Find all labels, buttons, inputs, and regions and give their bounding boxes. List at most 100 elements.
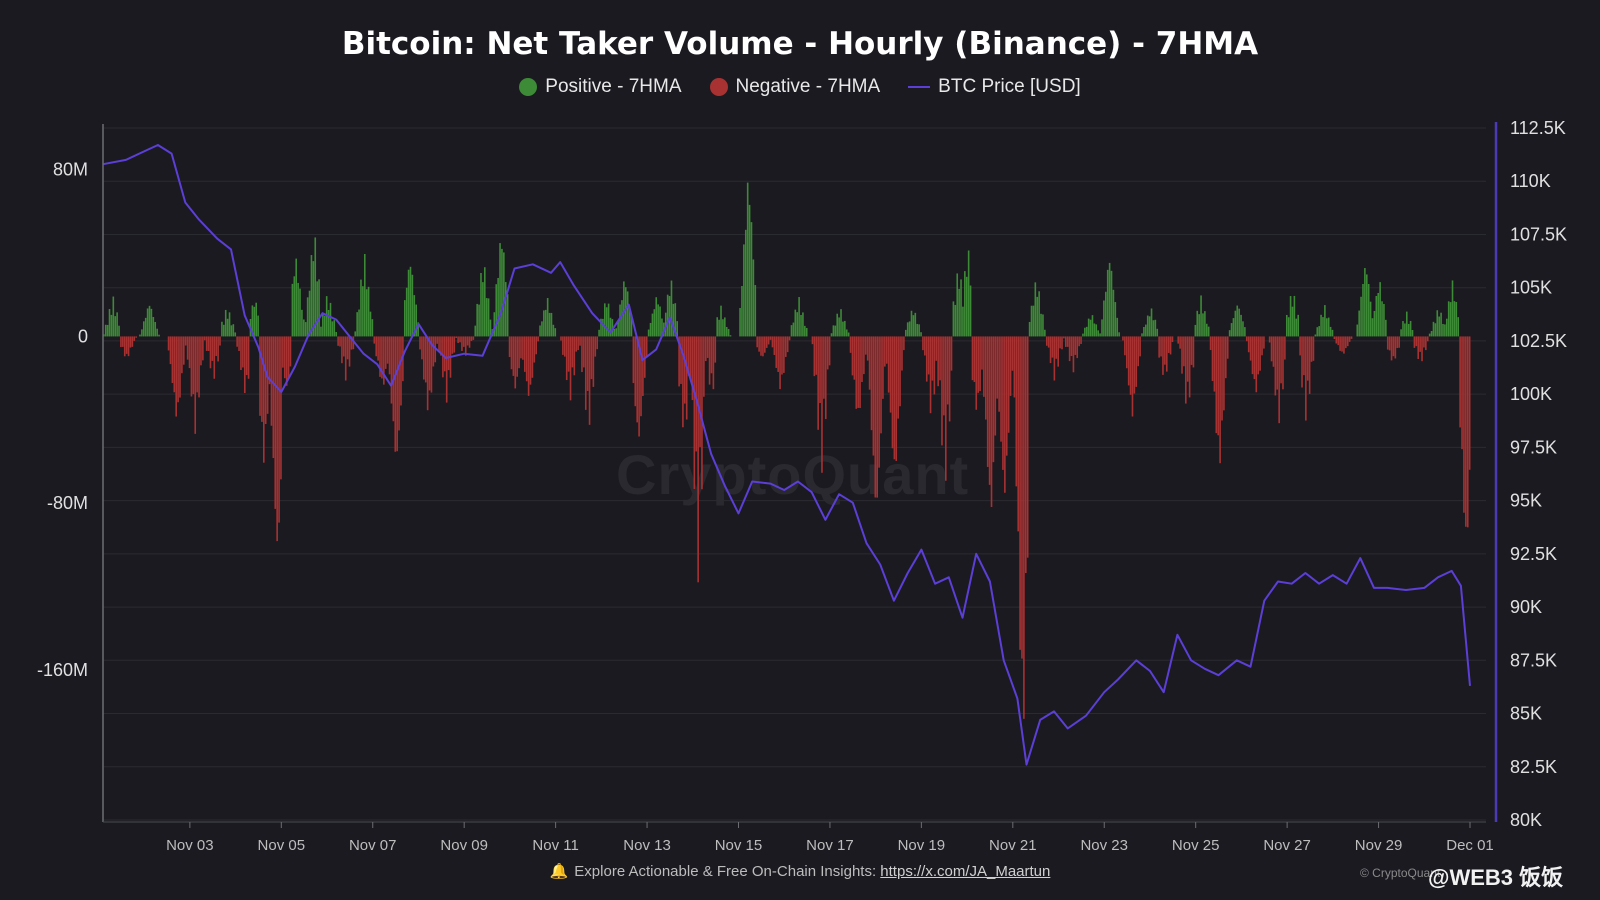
- negative-volume-bar: [975, 336, 978, 410]
- negative-volume-bar: [851, 336, 854, 376]
- negative-volume-bar: [1398, 336, 1400, 348]
- negative-volume-bar: [788, 336, 791, 341]
- negative-volume-bar: [781, 336, 783, 375]
- negative-volume-bar: [1045, 336, 1048, 346]
- negative-volume-bar: [586, 336, 589, 391]
- legend-label-positive: Positive - 7HMA: [545, 76, 682, 97]
- positive-volume-bar: [916, 323, 919, 337]
- positive-volume-bar: [495, 284, 498, 337]
- positive-volume-bar: [1379, 282, 1381, 337]
- positive-volume-bar: [960, 279, 962, 337]
- positive-volume-bar: [1325, 318, 1328, 337]
- positive-volume-bar: [403, 300, 406, 337]
- negative-volume-bar: [1308, 336, 1311, 394]
- positive-volume-bar: [1432, 321, 1435, 337]
- positive-volume-bar: [506, 294, 509, 337]
- negative-volume-bar: [870, 336, 873, 431]
- negative-volume-bar: [1131, 336, 1134, 417]
- positive-volume-bar: [1196, 310, 1199, 337]
- positive-volume-bar: [653, 309, 656, 337]
- negative-volume-bar: [824, 336, 827, 420]
- positive-volume-bar: [1440, 312, 1442, 337]
- left-axis-tick-label: -160M: [37, 660, 88, 680]
- positive-volume-bar: [144, 317, 147, 337]
- negative-volume-bar: [276, 336, 278, 542]
- negative-volume-bar: [979, 336, 981, 392]
- positive-volume-bar: [1238, 308, 1240, 337]
- positive-volume-bar: [499, 243, 501, 337]
- negative-volume-bar: [1002, 336, 1004, 470]
- positive-volume-bar: [405, 287, 408, 337]
- legend-item-positive[interactable]: Positive - 7HMA: [519, 76, 682, 98]
- negative-volume-bar: [685, 336, 688, 420]
- positive-volume-bar: [716, 317, 718, 337]
- negative-volume-bar: [946, 336, 949, 405]
- positive-volume-bar: [1207, 326, 1210, 337]
- positive-volume-bar: [299, 288, 301, 337]
- negative-volume-bar: [567, 336, 570, 372]
- negative-volume-bar: [1343, 336, 1345, 354]
- negative-volume-bar: [682, 336, 684, 428]
- positive-volume-bar: [725, 326, 728, 337]
- negative-volume-bar: [514, 336, 517, 389]
- negative-volume-bar: [122, 336, 124, 347]
- positive-volume-bar: [1114, 302, 1117, 337]
- positive-volume-bar: [750, 222, 753, 337]
- positive-volume-bar: [316, 281, 318, 337]
- negative-volume-bar: [421, 336, 423, 360]
- negative-volume-bar: [939, 336, 941, 381]
- positive-volume-bar: [331, 321, 334, 337]
- positive-volume-bar: [327, 309, 330, 337]
- positive-volume-bar: [1106, 269, 1109, 337]
- negative-volume-bar: [684, 336, 686, 404]
- negative-volume-bar: [373, 336, 376, 344]
- negative-volume-bar: [764, 336, 766, 353]
- negative-volume-bar: [430, 336, 433, 393]
- positive-volume-bar: [304, 322, 307, 337]
- negative-volume-bar: [337, 336, 339, 346]
- negative-volume-bar: [1025, 336, 1027, 574]
- legend-item-btc-price[interactable]: BTC Price [USD]: [908, 76, 1081, 98]
- negative-volume-bar: [988, 336, 991, 485]
- author-link[interactable]: https://x.com/JA_Maartun: [880, 863, 1051, 880]
- negative-volume-bar: [689, 336, 692, 379]
- positive-volume-bar: [493, 312, 496, 337]
- positive-volume-bar: [965, 276, 968, 337]
- positive-volume-bar: [668, 296, 671, 337]
- positive-volume-bar: [1291, 306, 1294, 337]
- negative-volume-bar: [129, 336, 132, 348]
- negative-volume-bar: [451, 336, 454, 354]
- positive-volume-bar: [954, 304, 957, 337]
- x-axis-tick-label: Nov 13: [623, 837, 671, 854]
- negative-volume-bar: [636, 336, 638, 423]
- negative-volume-bar: [1468, 336, 1471, 470]
- positive-volume-bar: [744, 229, 747, 337]
- negative-volume-bar: [901, 336, 903, 371]
- negative-volume-bar: [1135, 336, 1138, 387]
- positive-volume-bar: [1295, 318, 1298, 337]
- negative-volume-bar: [941, 336, 943, 446]
- negative-volume-bar: [533, 336, 536, 363]
- positive-volume-bar: [1093, 323, 1096, 337]
- positive-volume-bar: [1322, 317, 1324, 337]
- negative-volume-bar: [592, 336, 595, 387]
- negative-volume-bar: [632, 336, 635, 384]
- negative-volume-bar: [1390, 336, 1393, 361]
- negative-volume-bar: [432, 336, 435, 367]
- negative-volume-bar: [1337, 336, 1340, 346]
- right-axis-tick-label: 92.5K: [1510, 544, 1557, 564]
- negative-volume-bar: [693, 336, 696, 489]
- negative-volume-bar: [1261, 336, 1263, 356]
- right-axis-tick-label: 100K: [1510, 384, 1552, 404]
- positive-volume-bar: [291, 283, 294, 337]
- positive-volume-bar: [106, 324, 109, 337]
- positive-volume-bar: [904, 329, 907, 337]
- positive-volume-bar: [297, 282, 299, 337]
- positive-volume-bar: [655, 297, 658, 337]
- legend-item-negative[interactable]: Negative - 7HMA: [709, 76, 880, 98]
- positive-volume-bar: [554, 328, 557, 337]
- negative-volume-bar: [518, 336, 520, 369]
- negative-volume-bar: [762, 336, 764, 357]
- negative-volume-bar: [897, 336, 899, 419]
- positive-volume-bar: [676, 321, 678, 337]
